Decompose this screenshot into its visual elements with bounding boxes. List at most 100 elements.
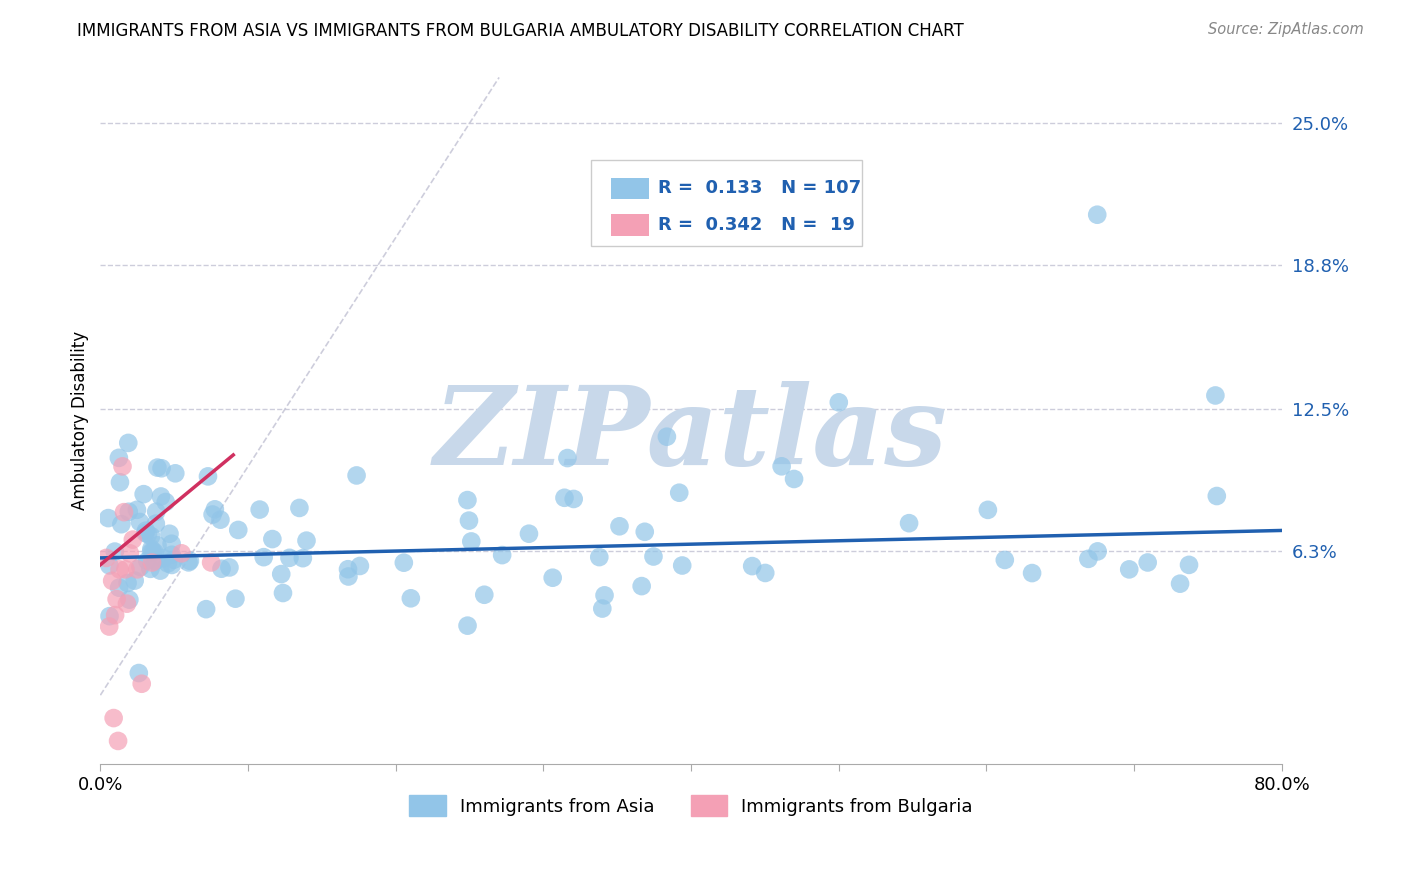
Point [145,516,167,531]
Point [977,503,1000,517]
Point [1077,552,1099,566]
Point [108,450,131,465]
Point [517,526,540,541]
Point [128,515,150,529]
Point [1205,489,1227,503]
Point [118,505,141,519]
Point [145,554,167,568]
Text: R =  0.133   N = 107: R = 0.133 N = 107 [658,179,860,197]
Point [295,533,318,548]
Point [121,533,143,547]
Point [98,558,121,573]
Point [591,601,613,615]
Point [163,552,186,566]
Point [177,555,200,569]
Point [149,490,172,504]
Point [124,574,146,588]
Point [609,519,631,533]
Point [668,485,690,500]
Point [253,550,276,565]
Point [170,546,193,560]
Point [159,526,181,541]
Point [179,554,201,568]
Point [152,551,174,566]
Point [160,537,183,551]
Point [98,619,121,633]
Point [111,459,134,474]
Point [460,534,482,549]
Point [399,591,422,606]
Point [141,556,163,570]
Point [457,618,479,632]
Point [262,532,284,546]
Point [271,586,294,600]
Point [105,592,128,607]
Point [783,472,806,486]
Point [392,556,415,570]
Point [112,505,135,519]
Point [226,523,249,537]
Point [201,508,224,522]
Point [150,461,173,475]
Point [1136,556,1159,570]
Point [115,597,138,611]
Point [655,430,678,444]
Point [132,487,155,501]
Point [129,560,152,574]
Point [456,493,478,508]
Point [146,538,169,552]
Point [557,451,579,466]
Point [104,608,127,623]
Point [1118,562,1140,576]
Point [211,562,233,576]
Point [643,549,665,564]
Point [491,548,513,562]
Bar [610,214,648,235]
Point [562,491,585,506]
Point [898,516,921,531]
Point [337,569,360,583]
Point [197,469,219,483]
Point [224,591,246,606]
Point [1168,576,1191,591]
Bar [610,178,648,200]
Point [141,541,163,556]
Point [142,545,165,559]
Point [553,491,575,505]
Point [141,529,163,543]
FancyBboxPatch shape [591,160,862,245]
Point [118,546,141,560]
Point [149,564,172,578]
Point [114,562,136,576]
Point [96,550,118,565]
Point [218,560,240,574]
Point [118,592,141,607]
Point [165,467,187,481]
Point [249,502,271,516]
Point [588,550,610,565]
Point [135,524,157,538]
Point [145,505,167,519]
Legend: Immigrants from Asia, Immigrants from Bulgaria: Immigrants from Asia, Immigrants from Bu… [402,789,980,823]
Point [1021,566,1043,580]
Point [671,558,693,573]
Point [103,711,125,725]
Point [141,545,163,559]
Point [278,550,301,565]
Point [156,557,179,571]
Point [143,545,166,559]
Point [593,588,616,602]
Text: Source: ZipAtlas.com: Source: ZipAtlas.com [1208,22,1364,37]
Point [127,562,149,576]
Point [200,556,222,570]
Point [98,609,121,624]
Point [108,475,131,490]
Point [104,544,127,558]
Point [195,602,218,616]
Point [270,567,292,582]
Point [741,559,763,574]
Point [770,459,793,474]
Point [754,566,776,580]
Point [994,553,1017,567]
Point [209,513,232,527]
